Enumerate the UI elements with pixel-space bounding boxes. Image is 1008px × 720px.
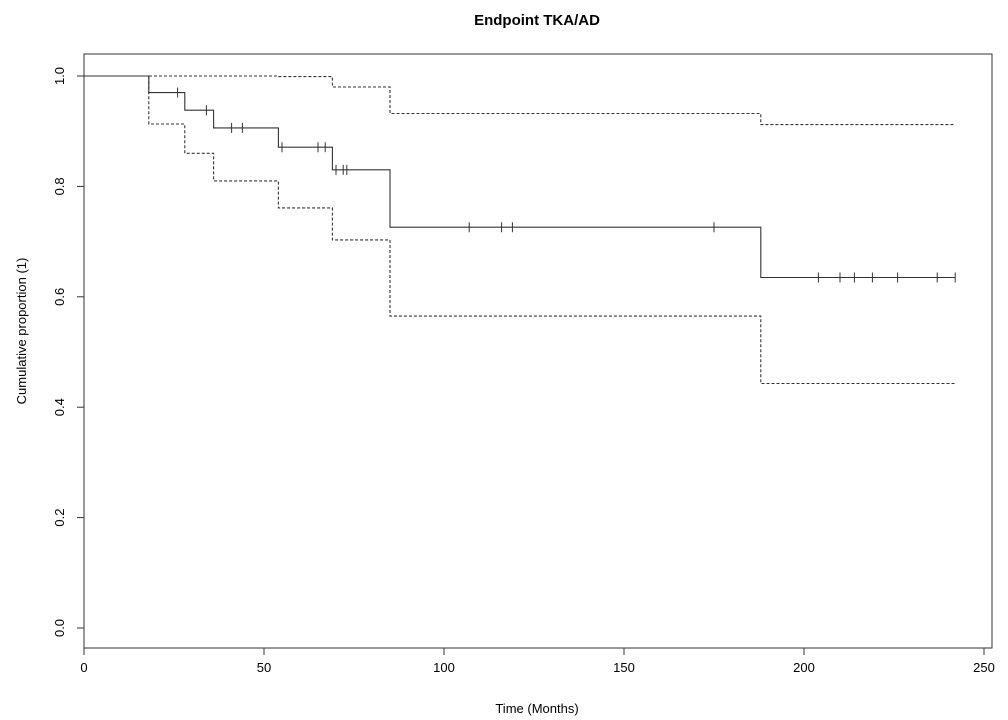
x-tick-label: 150 [613,660,635,675]
series-survival [84,75,956,279]
plot-frame [83,53,993,649]
series-lower-ci [84,75,956,385]
x-tick-label: 200 [793,660,815,675]
x-tick-label: 100 [433,660,455,675]
x-tick-label: 250 [973,660,995,675]
y-tick-label: 0.8 [52,177,67,195]
y-tick-label: 0.0 [52,619,67,637]
x-tick-label: 0 [80,660,87,675]
chart-title: Endpoint TKA/AD [474,12,600,29]
y-axis: 0.0 0.2 0.4 0.6 0.8 1.0 [52,67,84,637]
y-tick-label: 0.4 [52,398,67,416]
x-axis: 0 50 100 150 200 250 [80,648,995,675]
y-axis-label: Cumulative proportion (1) [14,258,29,405]
series-upper-ci [84,75,956,126]
y-tick-label: 0.2 [52,509,67,527]
x-axis-label: Time (Months) [495,701,578,716]
x-tick-label: 50 [257,660,271,675]
y-tick-label: 0.6 [52,288,67,306]
y-tick-label: 1.0 [52,67,67,85]
series-layer [84,75,956,385]
censor-marks [177,87,956,283]
